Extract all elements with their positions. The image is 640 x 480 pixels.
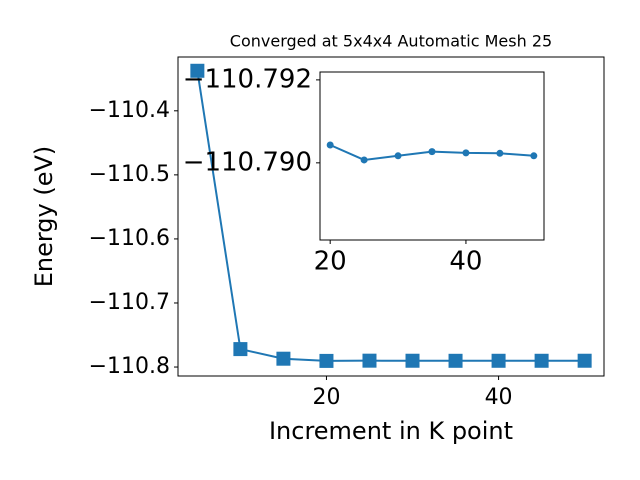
marker (326, 141, 334, 149)
y-tick-label: −110.4 (89, 98, 170, 123)
y-tick-label: −110.5 (89, 162, 170, 187)
marker (448, 353, 463, 368)
marker (491, 353, 506, 368)
marker (462, 149, 470, 157)
x-tick-label: 20 (312, 385, 340, 410)
marker (534, 353, 549, 368)
y-tick-label: −110.6 (89, 226, 170, 251)
x-tick-label: 40 (485, 385, 513, 410)
chart-title: Converged at 5x4x4 Automatic Mesh 25 (230, 32, 552, 51)
marker (190, 63, 205, 78)
marker (360, 156, 368, 164)
marker (428, 148, 436, 156)
marker (319, 353, 334, 368)
x-tick-label: 40 (449, 247, 482, 277)
marker (362, 353, 377, 368)
marker (530, 152, 538, 160)
marker (233, 342, 248, 357)
data-line (196, 70, 585, 362)
marker (405, 353, 420, 368)
y-tick-label: −110.790 (183, 147, 312, 177)
y-axis-label: Energy (eV) (30, 146, 58, 288)
y-tick-label: −110.792 (183, 64, 312, 94)
marker (577, 353, 592, 368)
y-tick-label: −110.8 (89, 354, 170, 379)
marker (496, 149, 504, 157)
y-tick-label: −110.7 (89, 290, 170, 315)
marker (276, 351, 291, 366)
x-tick-label: 20 (314, 247, 347, 277)
marker (394, 152, 402, 160)
x-axis-label: Increment in K point (269, 417, 513, 445)
